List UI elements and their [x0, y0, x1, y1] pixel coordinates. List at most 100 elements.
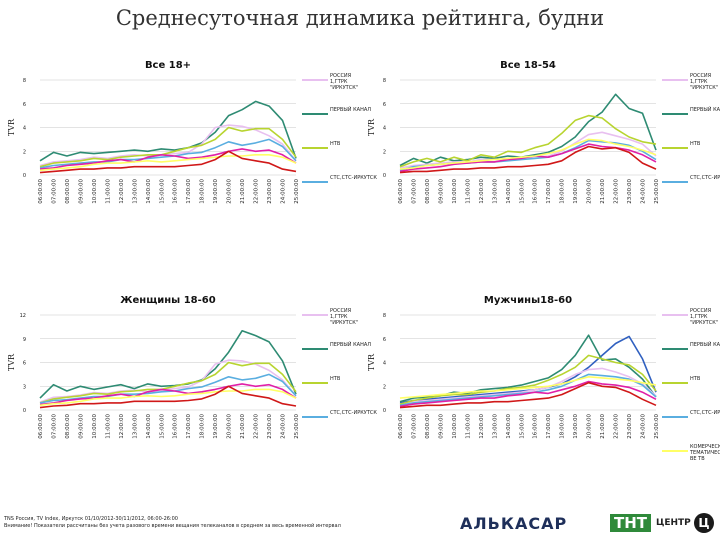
x-tick-label: 19:00:00: [213, 179, 219, 204]
x-tick-label: 22:00:00: [254, 414, 260, 439]
legend-label: РОССИЯ 1,ГТРК "ИРКУТСК": [690, 73, 718, 91]
x-tick-label: 21:00:00: [240, 179, 246, 204]
y-tick-label: 8: [383, 313, 386, 319]
x-tick-label: 17:00:00: [546, 179, 552, 204]
chart-women-18-60: Женщины 18-60 TVR 0 3 6 9 12 06:00:00 07:00:00 08…: [7, 295, 377, 439]
series-line: [39, 329, 297, 399]
x-tick-label: 19:00:00: [213, 414, 219, 439]
x-tick-label: 19:00:00: [573, 414, 579, 439]
y-tick-label: 0: [23, 173, 26, 179]
series-line: [399, 381, 657, 409]
legend-label: НТВ: [330, 141, 341, 147]
x-tick-label: 15:00:00: [159, 414, 165, 439]
y-tick-label: 3: [23, 384, 26, 390]
x-tick-label: 06:00:00: [398, 414, 404, 439]
x-tick-label: 10:00:00: [92, 414, 98, 439]
y-tick-label: 4: [383, 361, 386, 367]
alkasar-logo: АЛЬКАСАР: [460, 514, 568, 533]
x-tick-label: 21:00:00: [600, 179, 606, 204]
x-tick-label: 14:00:00: [146, 414, 152, 439]
x-tick-label: 12:00:00: [119, 179, 125, 204]
x-tick-label: 25:00:00: [654, 179, 660, 204]
centr-logo: ЦЕНТР: [656, 518, 691, 528]
x-tick-label: 23:00:00: [267, 179, 273, 204]
x-tick-label: 17:00:00: [546, 414, 552, 439]
x-tick-label: 11:00:00: [105, 414, 111, 439]
legend-label: ПЕРВЫЙ КАНАЛ: [330, 341, 371, 348]
x-tick-label: 22:00:00: [254, 179, 260, 204]
x-tick-label: 24:00:00: [281, 179, 287, 204]
x-tick-label: 06:00:00: [398, 179, 404, 204]
footer-note: Внимание! Показатели рассчитаны без учет…: [4, 523, 341, 529]
x-tick-label: 16:00:00: [173, 179, 179, 204]
x-tick-label: 16:00:00: [533, 179, 539, 204]
y-tick-label: 12: [20, 313, 26, 319]
x-tick-label: 06:00:00: [38, 179, 44, 204]
x-tick-label: 07:00:00: [411, 414, 417, 439]
y-tick-label: 6: [23, 361, 26, 367]
x-tick-label: 12:00:00: [479, 414, 485, 439]
x-tick-label: 11:00:00: [105, 179, 111, 204]
y-tick-label: 2: [23, 149, 26, 155]
legend-label: РОССИЯ 1,ГТРК "ИРКУТСК": [330, 73, 358, 91]
legend-label: КОМЕРЧЕСКИЕТЕМАТИЧЕСКИЕВЕ ТВ: [689, 444, 720, 462]
series-line: [39, 138, 297, 169]
y-tick-label: 6: [23, 102, 26, 108]
x-tick-label: 19:00:00: [573, 179, 579, 204]
x-tick-label: 17:00:00: [186, 414, 192, 439]
x-tick-label: 13:00:00: [492, 179, 498, 204]
legend-label: НТВ: [690, 376, 701, 382]
legend-label: ПЕРВЫЙ КАНАЛ: [330, 106, 371, 113]
series-line: [39, 154, 297, 172]
chart-title: Мужчины18-60: [484, 295, 572, 306]
series-line: [399, 145, 657, 174]
x-tick-label: 08:00:00: [425, 414, 431, 439]
series-line: [39, 383, 297, 406]
x-tick-label: 07:00:00: [51, 179, 57, 204]
x-tick-label: 07:00:00: [51, 414, 57, 439]
series-line: [399, 367, 657, 405]
x-tick-label: 09:00:00: [438, 179, 444, 204]
series-line: [39, 148, 297, 170]
x-tick-label: 15:00:00: [159, 179, 165, 204]
y-tick-label: 2: [383, 384, 386, 390]
y-tick-label: 0: [383, 408, 386, 414]
chart-all-18plus: Все 18+ TVR 0 2 4 6 8 06:00:00 07:00:00 08:00:00 0…: [7, 60, 377, 204]
x-tick-label: 11:00:00: [465, 414, 471, 439]
legend-label: СТС,СТС-ИРКУТСК: [690, 175, 720, 181]
x-tick-label: 24:00:00: [641, 179, 647, 204]
x-tick-label: 18:00:00: [560, 414, 566, 439]
y-tick-label: 8: [383, 78, 386, 84]
c-logo: Ц: [694, 513, 714, 533]
x-tick-label: 20:00:00: [587, 179, 593, 204]
x-tick-label: 12:00:00: [119, 414, 125, 439]
tnt-logo: ТНТ: [610, 514, 652, 532]
series-line: [39, 385, 297, 409]
footer-source: TNS Россия, TV Index, Иркутск 01/10/2012…: [4, 516, 178, 522]
series-line: [39, 126, 297, 168]
x-tick-label: 22:00:00: [614, 179, 620, 204]
series-line: [399, 138, 657, 170]
y-tick-label: 0: [383, 173, 386, 179]
series-line: [399, 354, 657, 405]
x-tick-label: 17:00:00: [186, 179, 192, 204]
x-tick-label: 10:00:00: [92, 179, 98, 204]
x-tick-label: 25:00:00: [654, 414, 660, 439]
y-tick-label: 2: [383, 149, 386, 155]
x-tick-label: 06:00:00: [38, 414, 44, 439]
y-tick-label: 6: [383, 102, 386, 108]
x-tick-label: 25:00:00: [294, 179, 300, 204]
y-tick-label: 6: [383, 337, 386, 343]
x-tick-label: 12:00:00: [479, 179, 485, 204]
series-line: [39, 388, 297, 407]
x-tick-label: 13:00:00: [492, 414, 498, 439]
y-axis-label: TVR: [7, 118, 16, 136]
x-tick-label: 24:00:00: [281, 414, 287, 439]
series-line: [39, 124, 297, 167]
x-tick-label: 20:00:00: [227, 414, 233, 439]
y-tick-label: 4: [383, 126, 386, 132]
chart-men-18-60: Мужчины18-60 TVR 0 2 4 6 8 06:00:00 07:00:00 08:0…: [367, 295, 720, 462]
x-tick-label: 20:00:00: [587, 414, 593, 439]
x-tick-label: 13:00:00: [132, 414, 138, 439]
x-tick-label: 23:00:00: [627, 179, 633, 204]
